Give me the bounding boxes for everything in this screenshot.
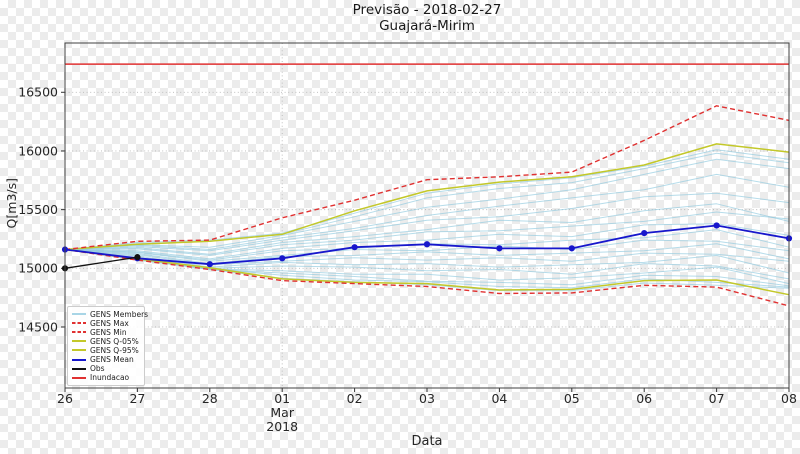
legend-item-gens-q-95-: GENS Q-95% [72, 346, 140, 355]
x-tick-label: 07 [709, 391, 725, 406]
series-gens-q-05- [64, 248, 790, 296]
gens-member-line [64, 149, 790, 250]
gens-member-line [64, 211, 790, 256]
chart-title-line2: Guajará-Mirim [379, 18, 475, 34]
legend-item-label: GENS Members [90, 309, 149, 319]
gens-member-line [64, 239, 790, 262]
plot-border [64, 42, 790, 389]
legend-item-label: GENS Q-95% [90, 345, 139, 355]
legend-box: GENS Members GENS Max GENS Min GENS Q-05% GE… [67, 306, 148, 386]
x-tick-label: 06 [636, 391, 652, 406]
series-gens-mean-marker [641, 230, 648, 237]
legend-line-swatch [72, 313, 86, 316]
legend-item-gens-mean: GENS Mean [72, 355, 140, 364]
chart-title-line1: Previsão - 2018-02-27 [352, 2, 502, 18]
legend-item-gens-members: GENS Members [72, 310, 148, 319]
y-tick-label: 15000 [18, 261, 58, 276]
gens-member-line [64, 158, 790, 250]
legend-item-inundacao: Inundacao [72, 373, 140, 382]
legend-line-swatch [72, 376, 86, 379]
gens-member-line [64, 152, 790, 250]
gens-member-line [64, 243, 790, 265]
x-axis-label: Data [411, 434, 443, 449]
gens-member-line [64, 203, 790, 255]
legend-item-label: Obs [90, 364, 105, 374]
series-gens-max [64, 105, 790, 251]
series-obs [64, 256, 138, 269]
legend-item-gens-max: GENS Max [72, 319, 140, 328]
y-tick-label: 15500 [18, 202, 58, 217]
y-axis-label: Q[m3/s] [4, 178, 19, 229]
legend-line-swatch [72, 322, 86, 325]
series-gens-mean-marker [568, 245, 575, 252]
x-tick-label: 01 [274, 391, 290, 406]
series-gens-mean-marker [713, 222, 720, 229]
legend-item-label: Inundacao [90, 373, 130, 383]
series-gens-mean-marker [351, 244, 358, 251]
series-gens-q-95- [64, 143, 790, 251]
series-obs-marker [134, 254, 141, 261]
x-tick-label: 08 [781, 391, 797, 406]
x-month-label: Mar [270, 405, 294, 420]
gens-member-line [64, 223, 790, 260]
x-tick-label: 03 [419, 391, 435, 406]
x-tick-label: 27 [129, 391, 145, 406]
series-gens-min [64, 248, 790, 307]
x-tick-label: 02 [347, 391, 363, 406]
legend-item-label: GENS Q-05% [90, 336, 139, 346]
legend-line-swatch [72, 358, 86, 361]
gens-member-line [64, 192, 790, 252]
legend-item-label: GENS Max [90, 318, 129, 328]
series-gens-mean-marker [206, 261, 213, 268]
x-tick-label: 26 [57, 391, 73, 406]
x-tick-label: 04 [491, 391, 507, 406]
series-gens-mean-marker [279, 255, 286, 262]
legend-item-gens-q-05-: GENS Q-05% [72, 337, 140, 346]
y-tick-label: 16000 [18, 143, 58, 158]
legend-line-swatch [72, 331, 86, 334]
gens-member-line [64, 173, 790, 250]
legend-line-swatch [72, 367, 86, 370]
y-tick-label: 16500 [18, 85, 58, 100]
gens-member-line [64, 249, 790, 274]
x-tick-label: 28 [202, 391, 218, 406]
legend-item-label: GENS Min [90, 327, 127, 337]
chart-title: Previsão - 2018-02-27 Guajará-Mirim [65, 2, 789, 34]
legend-line-swatch [72, 340, 86, 343]
x-year-label: 2018 [266, 419, 298, 434]
legend-line-swatch [72, 349, 86, 352]
x-tick-label: 05 [564, 391, 580, 406]
legend-item-label: GENS Mean [90, 355, 134, 365]
series-gens-mean-marker [423, 241, 431, 248]
series-gens-mean-marker [496, 245, 503, 252]
legend-item-obs: Obs [72, 364, 140, 373]
legend-item-gens-min: GENS Min [72, 328, 140, 337]
gens-member-line [64, 249, 790, 292]
y-tick-label: 14500 [18, 319, 58, 334]
